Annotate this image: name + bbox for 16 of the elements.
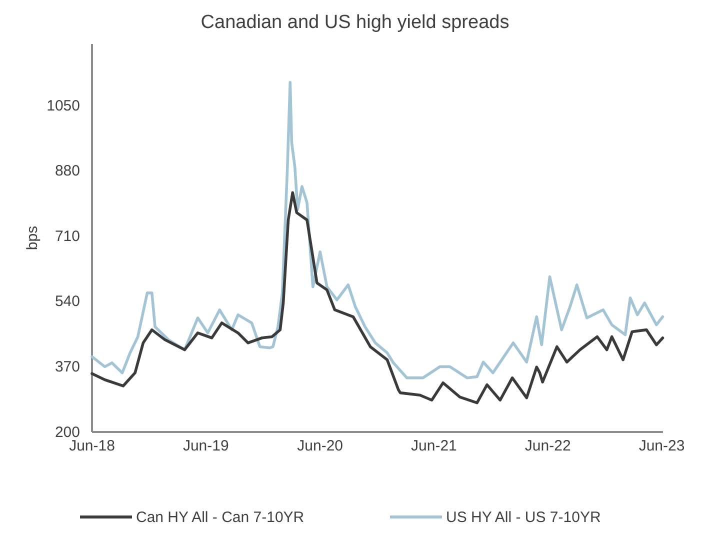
legend-label: US HY All - US 7-10YR (446, 509, 601, 526)
y-tick-label: 880 (54, 162, 80, 180)
chart-title: Canadian and US high yield spreads (200, 12, 510, 33)
y-tick-label: 540 (54, 293, 80, 310)
y-tick-label: 710 (54, 228, 80, 245)
y-axis-title: bps (24, 226, 41, 250)
legend-label: Can HY All - Can 7-10YR (136, 509, 304, 526)
x-tick-label: Jun-23 (638, 438, 685, 455)
x-tick-label: Jun-19 (182, 438, 229, 455)
x-tick-label: Jun-22 (524, 438, 571, 455)
x-tick-label: Jun-20 (297, 438, 344, 455)
y-tick-label: 1050 (46, 97, 80, 114)
line-series (90, 81, 664, 380)
y-tick-label: 370 (54, 358, 80, 376)
line-series (90, 191, 664, 404)
x-tick-label: Jun-21 (411, 438, 457, 455)
